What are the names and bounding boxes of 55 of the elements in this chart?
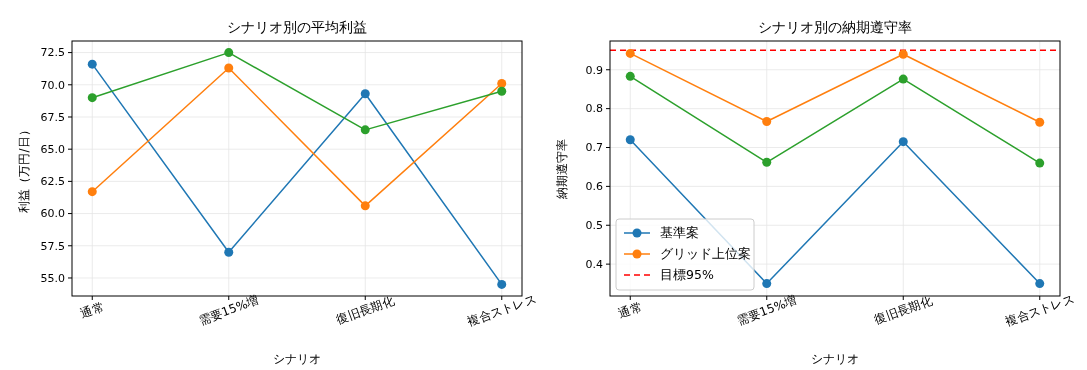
point [625,71,635,81]
point [360,125,370,135]
x-tick-label: 通常 [78,299,106,321]
point [625,48,635,58]
y-tick-label: 0.5 [585,219,603,233]
point [224,48,234,58]
point [497,86,507,96]
y-tick-label: 60.0 [40,207,65,221]
y-axis-title: 納期遵守率 [555,138,569,199]
y-tick-label: 67.5 [40,110,65,124]
x-tick-label: 復旧長期化 [334,293,396,328]
legend-label: グリッド上位案 [660,246,751,262]
y-tick-label: 65.0 [40,143,65,157]
x-axis-title: シナリオ [811,352,859,366]
point [898,137,908,147]
point [898,74,908,84]
x-tick-label: 需要15%増 [734,292,799,328]
x-tick-label: 複合ストレス [1003,291,1077,330]
point [1035,158,1045,168]
y-tick-label: 0.8 [585,102,603,116]
y-tick-label: 0.7 [585,141,603,155]
x-tick-label: 通常 [616,299,644,321]
point [87,93,97,103]
x-tick-label: 複合ストレス [465,291,539,330]
y-tick-label: 0.9 [585,63,603,77]
point [762,157,772,167]
x-tick-label: 需要15%増 [196,292,261,328]
legend-label: 基準案 [660,225,699,241]
y-tick-label: 0.4 [585,257,603,271]
y-tick-label: 0.6 [585,180,603,194]
point [497,79,507,88]
chart-title: シナリオ別の平均利益 [227,19,367,35]
legend-label: 目標95% [660,267,714,283]
y-tick-label: 62.5 [40,175,65,189]
point [87,59,97,69]
y-tick-label: 55.0 [40,271,65,285]
y-tick-label: 57.5 [40,239,65,253]
point [224,63,234,73]
point [1035,279,1045,289]
point [497,279,507,289]
point [762,279,772,289]
chart-title: シナリオ別の納期遵守率 [758,19,912,35]
point [625,135,635,145]
point [360,201,370,211]
point [87,187,97,197]
x-tick-label: 復旧長期化 [872,293,934,328]
point [360,89,370,99]
y-axis-title: 利益（万円/日） [17,124,31,213]
y-tick-label: 72.5 [40,46,65,60]
point [762,116,772,126]
y-tick-label: 70.0 [40,78,65,92]
point [1035,117,1045,127]
point [224,247,234,257]
point [898,49,908,59]
x-axis-title: シナリオ [273,352,321,366]
